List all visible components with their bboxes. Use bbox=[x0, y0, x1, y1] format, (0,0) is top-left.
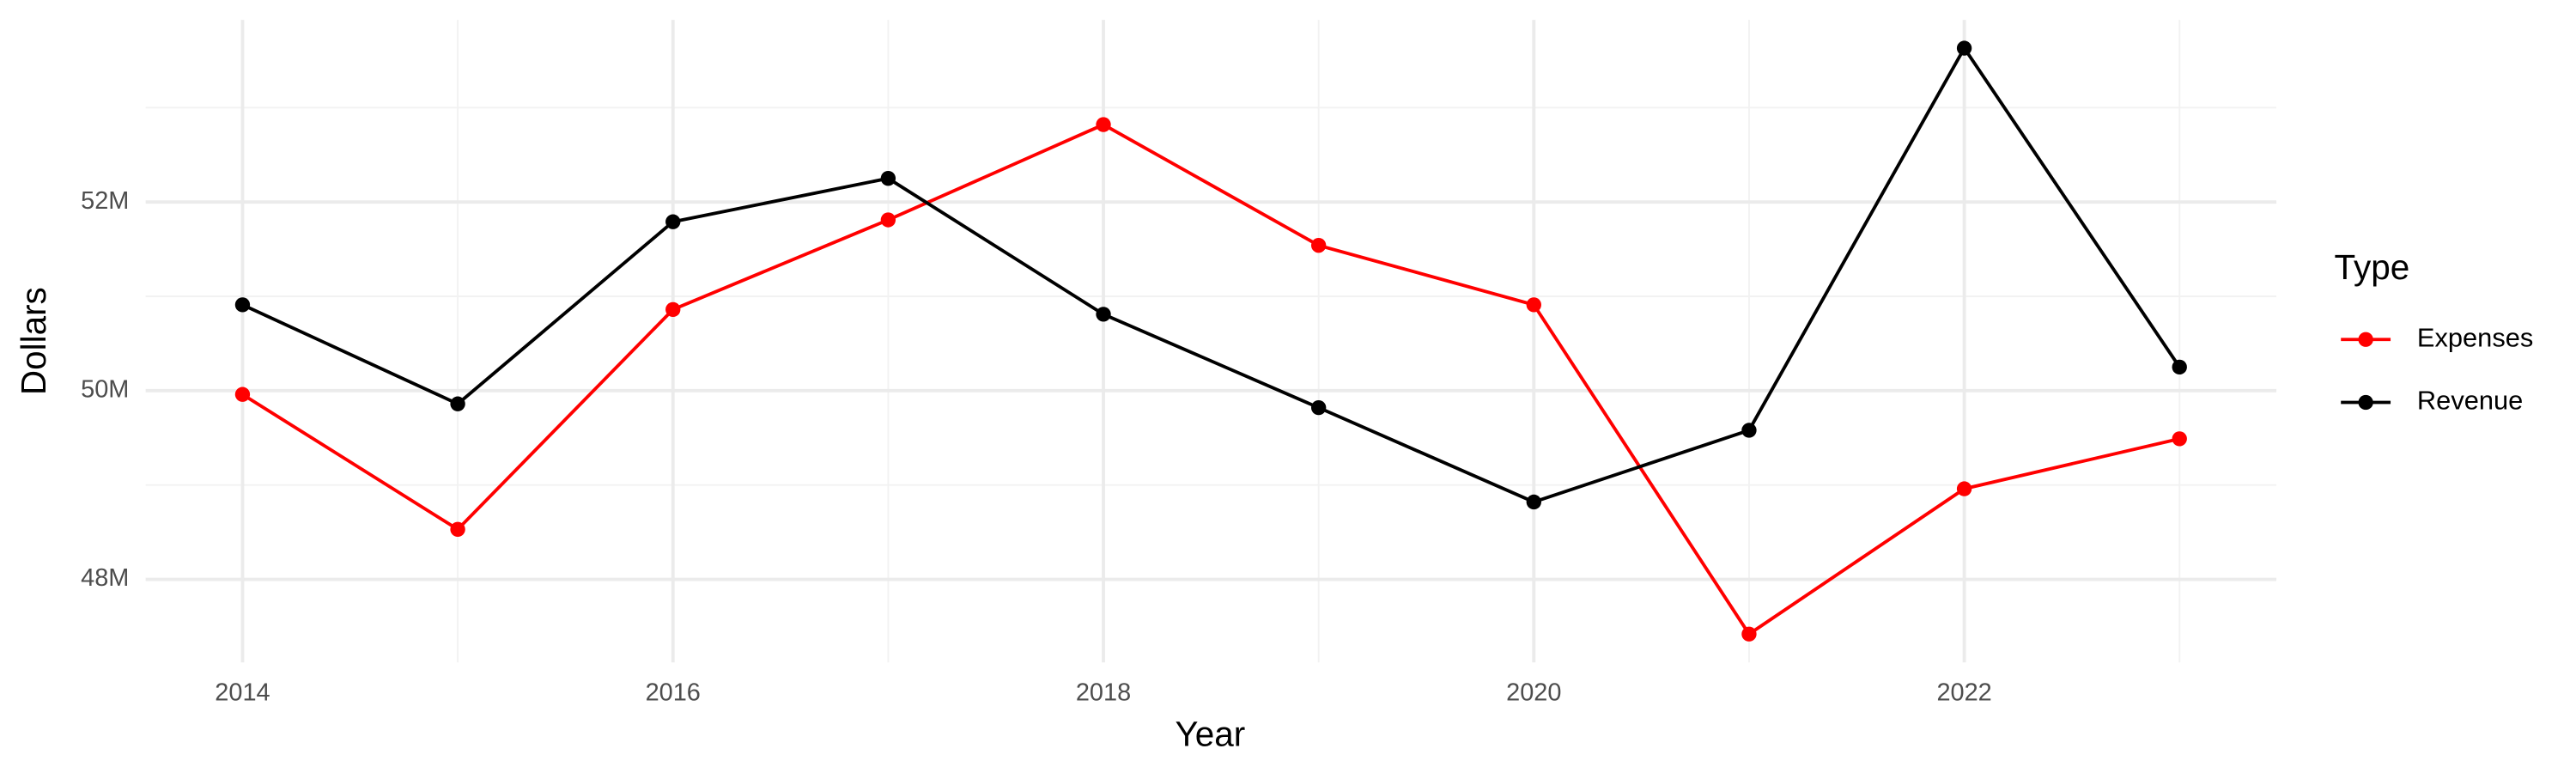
series-line bbox=[241, 45, 2181, 504]
y-tick-label: 50M bbox=[81, 375, 129, 403]
data-point bbox=[234, 386, 251, 402]
data-point bbox=[1310, 237, 1327, 253]
data-point bbox=[234, 297, 251, 313]
data-point bbox=[1096, 117, 1111, 132]
data-point bbox=[1741, 423, 1757, 438]
data-point bbox=[1741, 626, 1757, 642]
legend-label: Revenue bbox=[2417, 386, 2523, 416]
data-point bbox=[2172, 359, 2187, 375]
legend-label: Expenses bbox=[2417, 322, 2533, 352]
x-tick-label: 2020 bbox=[1506, 679, 1561, 706]
data-point bbox=[2172, 431, 2187, 447]
y-tick-label: 48M bbox=[81, 564, 129, 592]
series-line bbox=[241, 122, 2180, 636]
y-axis-title: Dollars bbox=[14, 287, 53, 395]
data-point bbox=[450, 521, 465, 537]
data-point bbox=[1956, 40, 1972, 56]
data-point bbox=[1310, 399, 1327, 416]
data-point bbox=[880, 171, 896, 186]
x-tick-label: 2018 bbox=[1076, 679, 1131, 706]
data-point bbox=[665, 214, 681, 229]
y-tick-label: 52M bbox=[81, 187, 129, 215]
legend-marker bbox=[2358, 394, 2373, 411]
x-tick-label: 2014 bbox=[215, 679, 270, 706]
data-point bbox=[450, 396, 465, 411]
x-axis-title: Year bbox=[1175, 715, 1245, 754]
data-point bbox=[1956, 481, 1972, 496]
data-point bbox=[665, 301, 681, 318]
legend-marker bbox=[2358, 332, 2373, 347]
data-point bbox=[880, 212, 896, 228]
x-tick-label: 2016 bbox=[646, 679, 701, 706]
data-point bbox=[1526, 297, 1541, 313]
legend-title: Type bbox=[2335, 247, 2410, 287]
data-point bbox=[1526, 494, 1541, 510]
data-point bbox=[1096, 307, 1111, 322]
x-tick-label: 2022 bbox=[1936, 679, 1991, 706]
